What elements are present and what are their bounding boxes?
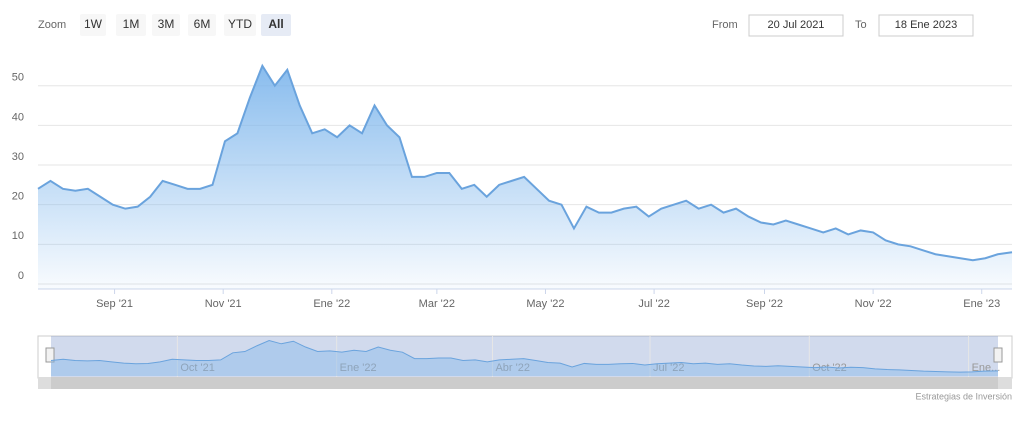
credits: Estrategias de Inversión	[915, 391, 1012, 401]
x-tick-label: Sep '22	[746, 298, 783, 310]
zoom-button[interactable]	[188, 14, 216, 36]
navigator-handle[interactable]	[45, 347, 55, 363]
navigator-tick-label: Oct '22	[812, 362, 847, 374]
navigator-tick-label: Oct '21	[180, 362, 215, 374]
x-tick-label: May '22	[526, 298, 564, 310]
y-tick-label: 10	[12, 230, 24, 242]
navigator-tick-label: Abr '22	[495, 362, 530, 374]
zoom-button-label[interactable]: YTD	[228, 17, 252, 31]
x-tick-label: Ene '23	[963, 298, 1000, 310]
x-tick-label: Sep '21	[96, 298, 133, 310]
to-label: To	[855, 19, 867, 31]
area	[51, 340, 998, 376]
line	[37, 63, 1013, 262]
from-value[interactable]: 20 Jul 2021	[768, 19, 825, 31]
zoom-button-label[interactable]: All	[268, 17, 283, 31]
navigator-tick-label: Jul '22	[653, 362, 684, 374]
navigator-handle[interactable]	[993, 347, 1003, 363]
y-tick-label: 30	[12, 151, 24, 163]
x-tick-label: Jul '22	[638, 298, 669, 310]
y-tick-label: 20	[12, 191, 24, 203]
y-tick-label: 50	[12, 72, 24, 84]
line	[50, 340, 999, 373]
x-tick-label: Mar '22	[419, 298, 455, 310]
navigator-tick-label: Ene '22	[340, 362, 377, 374]
zoom-button-label[interactable]: 6M	[194, 17, 211, 31]
zoom-button-label[interactable]: 1M	[123, 17, 140, 31]
zoom-button[interactable]	[116, 14, 146, 36]
zoom-button[interactable]	[80, 14, 106, 36]
y-tick-label: 0	[18, 270, 24, 282]
y-tick-label: 40	[12, 111, 24, 123]
x-tick-label: Nov '22	[855, 298, 892, 310]
x-tick-label: Nov '21	[205, 298, 242, 310]
area	[38, 65, 1012, 289]
x-tick-label: Ene '22	[313, 298, 350, 310]
zoom-button[interactable]	[152, 14, 180, 36]
zoom-button[interactable]	[261, 14, 291, 36]
from-label: From	[712, 19, 738, 31]
zoom-button-label[interactable]: 1W	[84, 17, 103, 31]
to-input[interactable]	[878, 14, 974, 37]
navigator-mask[interactable]	[51, 336, 998, 378]
from-input[interactable]	[748, 14, 844, 37]
zoom-button[interactable]	[224, 14, 256, 36]
to-value[interactable]: 18 Ene 2023	[895, 19, 957, 31]
zoom-button-label[interactable]: 3M	[158, 17, 175, 31]
scrollbar-thumb[interactable]	[51, 377, 998, 389]
zoom-label: Zoom	[38, 19, 66, 31]
